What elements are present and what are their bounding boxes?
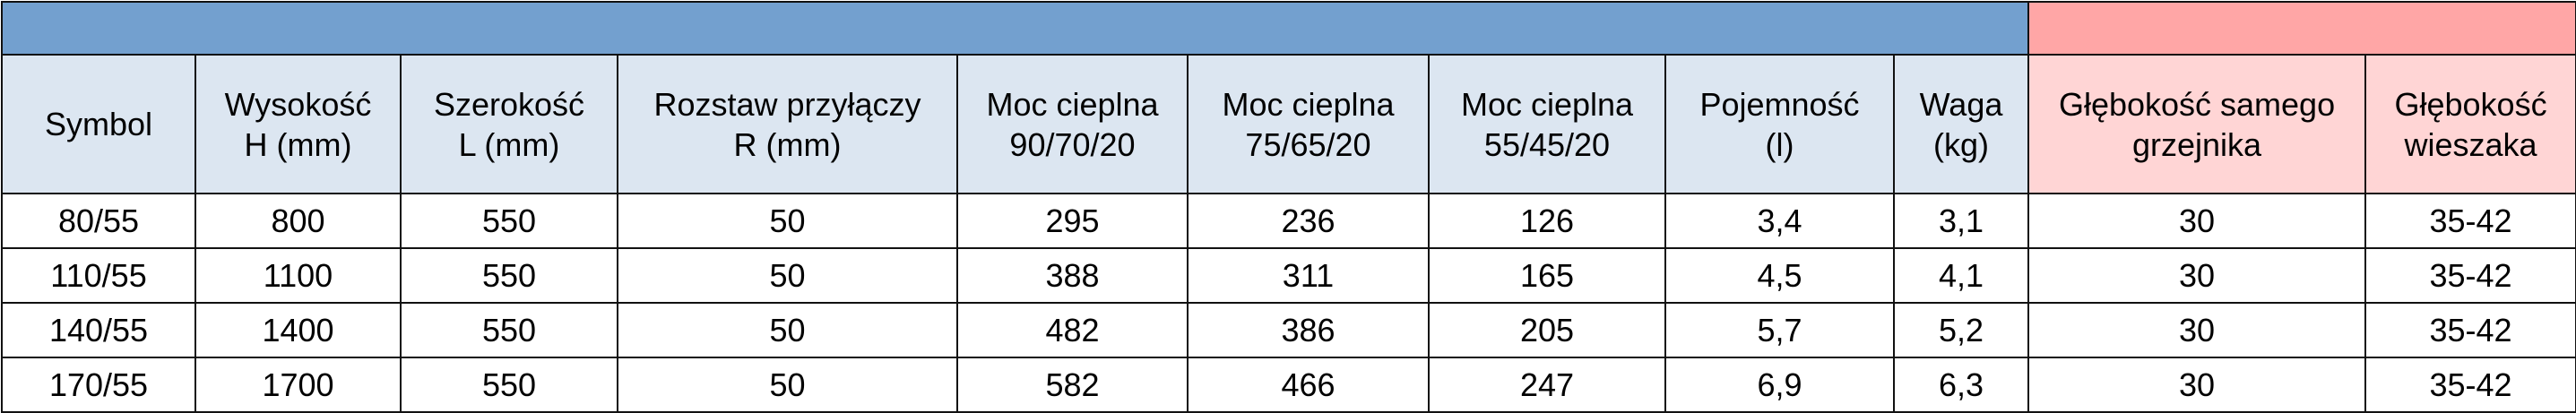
table-cell: 550 xyxy=(400,247,618,304)
column-header-line: Moc cieplna xyxy=(1222,85,1395,123)
column-header: Moc cieplna 55/45/20 xyxy=(1428,54,1666,194)
column-header-line: 90/70/20 xyxy=(1009,125,1136,163)
column-header-line: Szerokość xyxy=(433,85,585,123)
table-cell: 126 xyxy=(1428,193,1666,249)
table-cell: 4,5 xyxy=(1664,247,1895,304)
table-cell: 550 xyxy=(400,302,618,358)
table-cell: 466 xyxy=(1187,357,1430,413)
column-header: Symbol xyxy=(1,54,196,194)
table-row: 110/55 1100 550 50 388 311 165 4,5 4,1 30 35-42 xyxy=(1,247,2576,304)
table-cell: 5,7 xyxy=(1664,302,1895,358)
column-header-line: (l) xyxy=(1765,125,1794,163)
table-cell: 140/55 xyxy=(1,302,196,358)
column-header: Waga (kg) xyxy=(1892,54,2030,194)
column-header: Moc cieplna 90/70/20 xyxy=(956,54,1189,194)
table-cell: 5,2 xyxy=(1892,302,2030,358)
column-header: Głębokość wieszaka xyxy=(2364,54,2576,194)
table-row: 80/55 800 550 50 295 236 126 3,4 3,1 30 35-42 xyxy=(1,193,2576,249)
table-cell: 311 xyxy=(1187,247,1430,304)
table-cell: 6,3 xyxy=(1892,357,2030,413)
table-cell: 30 xyxy=(2027,302,2367,358)
table-cell: 6,9 xyxy=(1664,357,1895,413)
column-header-line: Waga xyxy=(1919,85,2003,123)
table-cell: 386 xyxy=(1187,302,1430,358)
table-cell: 30 xyxy=(2027,193,2367,249)
table-row: 170/55 1700 550 50 582 466 247 6,9 6,3 30 35-42 xyxy=(1,357,2576,413)
header-band xyxy=(0,1,2576,56)
table-cell: 3,4 xyxy=(1664,193,1895,249)
table-cell: 4,1 xyxy=(1892,247,2030,304)
column-header-line: 75/65/20 xyxy=(1245,125,1371,163)
table-cell: 1400 xyxy=(194,302,402,358)
column-header-line: (kg) xyxy=(1933,125,1990,163)
table-cell: 170/55 xyxy=(1,357,196,413)
column-header-line: L (mm) xyxy=(458,125,560,163)
table-cell: 50 xyxy=(617,193,958,249)
table-cell: 247 xyxy=(1428,357,1666,413)
table-cell: 50 xyxy=(617,302,958,358)
table-cell: 30 xyxy=(2027,247,2367,304)
column-header: Głębokość samego grzejnika xyxy=(2027,54,2367,194)
column-header-line: grzejnika xyxy=(2131,125,2262,163)
column-header-row: Symbol Wysokość H (mm) Szerokość L (mm) Rozst… xyxy=(1,54,2576,194)
column-header-line: wieszaka xyxy=(2404,125,2537,163)
table-cell: 1100 xyxy=(194,247,402,304)
table-cell: 30 xyxy=(2027,357,2367,413)
column-header: Wysokość H (mm) xyxy=(194,54,402,194)
column-header-line: Pojemność xyxy=(1699,85,1860,123)
table-cell: 165 xyxy=(1428,247,1666,304)
table-cell: 582 xyxy=(956,357,1189,413)
column-header: Rozstaw przyłączy R (mm) xyxy=(617,54,958,194)
table-cell: 110/55 xyxy=(1,247,196,304)
column-header: Moc cieplna 75/65/20 xyxy=(1187,54,1430,194)
column-header-line: R (mm) xyxy=(733,125,842,163)
table-cell: 388 xyxy=(956,247,1189,304)
column-header-line: Rozstaw przyłączy xyxy=(653,85,921,123)
table-cell: 236 xyxy=(1187,193,1430,249)
table-cell: 800 xyxy=(194,193,402,249)
column-header-line: Głębokość samego xyxy=(2058,85,2336,123)
pink-header-band xyxy=(2027,1,2576,56)
column-header-line: 55/45/20 xyxy=(1483,125,1611,163)
table-cell: 50 xyxy=(617,357,958,413)
table-row: 140/55 1400 550 50 482 386 205 5,7 5,2 30 35-42 xyxy=(1,302,2576,358)
table-cell: 50 xyxy=(617,247,958,304)
table-cell: 35-42 xyxy=(2364,247,2576,304)
column-header-line: Moc cieplna xyxy=(986,85,1159,123)
column-header: Pojemność (l) xyxy=(1664,54,1895,194)
table-cell: 482 xyxy=(956,302,1189,358)
table-cell: 80/55 xyxy=(1,193,196,249)
table-cell: 550 xyxy=(400,357,618,413)
table-cell: 35-42 xyxy=(2364,357,2576,413)
table-cell: 295 xyxy=(956,193,1189,249)
column-header-line: Głębokość xyxy=(2394,85,2547,123)
table-cell: 550 xyxy=(400,193,618,249)
table-cell: 3,1 xyxy=(1892,193,2030,249)
blue-header-band xyxy=(0,1,2030,56)
column-header: Szerokość L (mm) xyxy=(400,54,618,194)
column-header-line: Wysokość xyxy=(224,85,372,123)
column-header-line: Symbol xyxy=(44,106,153,142)
table-cell: 205 xyxy=(1428,302,1666,358)
table-cell: 1700 xyxy=(194,357,402,413)
table-cell: 35-42 xyxy=(2364,302,2576,358)
column-header-line: H (mm) xyxy=(244,125,352,163)
table-cell: 35-42 xyxy=(2364,193,2576,249)
column-header-line: Moc cieplna xyxy=(1460,85,1634,123)
